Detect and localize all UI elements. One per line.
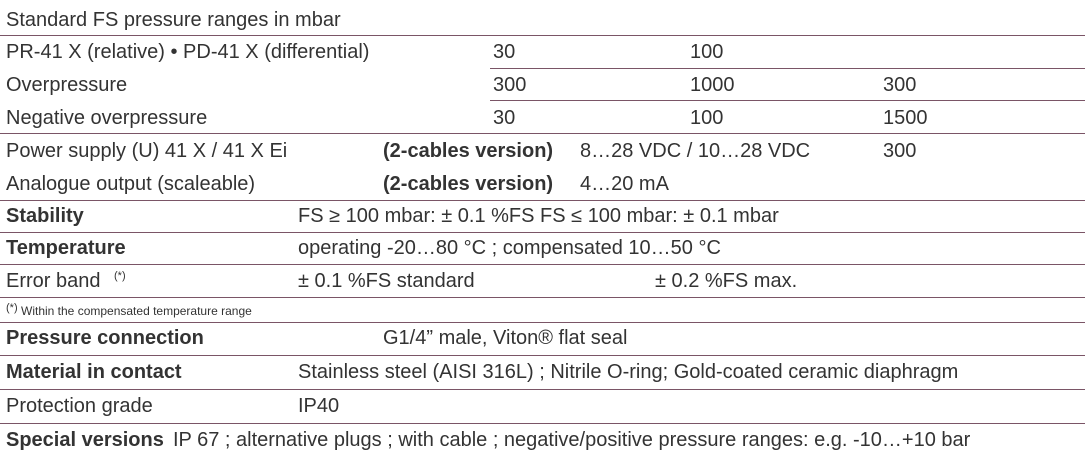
cell: 300 (883, 140, 917, 162)
rule (0, 200, 1085, 201)
cell: operating -20…80 °C ; compensated 10…50 … (298, 237, 721, 259)
row-label: PR-41 X (relative) • PD-41 X (differenti… (6, 41, 370, 63)
footnote-mark: (*) (114, 270, 126, 282)
footnote-mark: (*) (6, 302, 18, 314)
row-label: Special versions (6, 429, 164, 451)
row-label: Negative overpressure (6, 107, 208, 129)
cell: 8…28 VDC / 10…28 VDC (580, 140, 811, 162)
cell: 4…20 mA (580, 173, 669, 195)
title: Standard FS pressure ranges in mbar (6, 9, 341, 31)
footnote: Within the compensated temperature range (21, 304, 252, 318)
rule (0, 264, 1085, 265)
note: (2-cables version) (383, 173, 554, 195)
cell: 30 (493, 41, 516, 63)
cell: IP40 (298, 395, 340, 417)
rule (490, 68, 1085, 69)
rule (0, 35, 1085, 36)
row-label: Overpressure (6, 74, 128, 96)
row-label: Material in contact (6, 361, 182, 383)
cell: G1/4” male, Viton® flat seal (383, 327, 628, 349)
cell: FS ≥ 100 mbar: ± 0.1 %FS FS ≤ 100 mbar: … (298, 205, 779, 227)
cell: 1000 (690, 74, 735, 96)
cell: 100 (690, 41, 724, 63)
cell: IP 67 ; alternative plugs ; with cable ;… (173, 429, 971, 451)
cell: 300 (883, 74, 917, 96)
row-label: Analogue output (scaleable) (6, 173, 256, 195)
row-label: Power supply (U) 41 X / 41 X Ei (6, 140, 288, 162)
row-label: Stability (6, 205, 84, 227)
rule (0, 322, 1085, 323)
rule (0, 297, 1085, 298)
cell: ± 0.1 %FS standard (298, 270, 475, 292)
rule (0, 389, 1085, 390)
rule (0, 355, 1085, 356)
row-label: Protection grade (6, 395, 153, 417)
cell: 1500 (883, 107, 928, 129)
row-label: Temperature (6, 237, 126, 259)
cell: 30 (493, 107, 516, 129)
cell: Stainless steel (AISI 316L) ; Nitrile O-… (298, 361, 959, 383)
row-label: Pressure connection (6, 327, 204, 349)
rule (490, 100, 1085, 101)
cell: 100 (690, 107, 724, 129)
rule (0, 133, 1085, 134)
row-label: Error band (6, 270, 101, 292)
cell: ± 0.2 %FS max. (655, 270, 798, 292)
rule (0, 423, 1085, 424)
note: (2-cables version) (383, 140, 554, 162)
cell: 300 (493, 74, 527, 96)
rule (0, 232, 1085, 233)
